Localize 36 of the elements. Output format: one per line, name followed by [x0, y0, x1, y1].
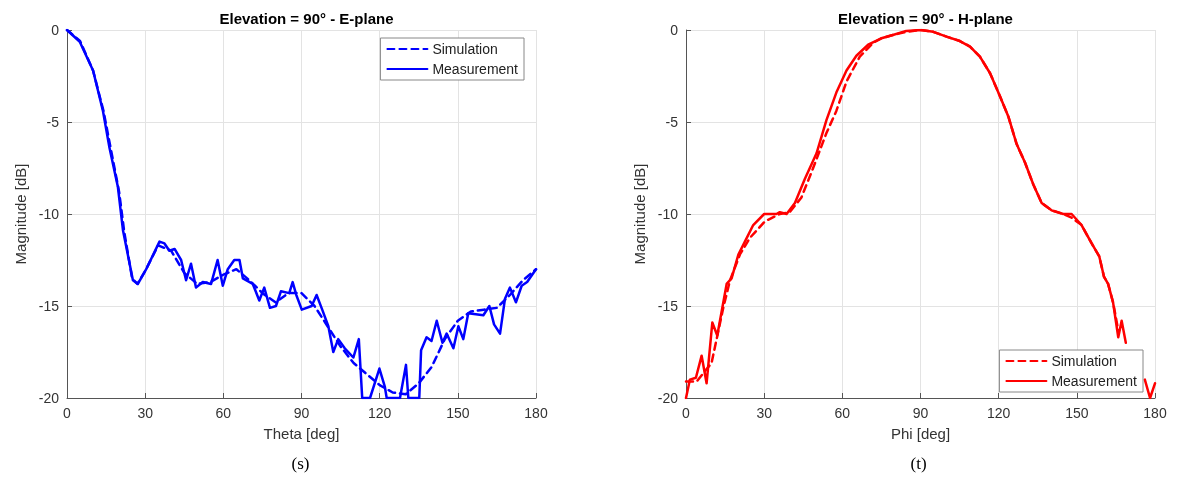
- legend-label: Measurement: [1051, 373, 1138, 389]
- x-tick-label: 30: [137, 405, 154, 421]
- text: (t): [910, 454, 927, 473]
- y-tick-label: -15: [38, 298, 60, 314]
- x-tick-label: 60: [834, 405, 851, 421]
- y-tick-label: -15: [657, 298, 679, 314]
- y-tick-label: 0: [51, 22, 60, 38]
- y-tick-label: -5: [46, 114, 60, 130]
- y-tick-label: -10: [38, 206, 60, 222]
- chart-title: Elevation = 90° - E-plane: [219, 10, 394, 27]
- x-tick-label: 90: [293, 405, 310, 421]
- y-tick-label: -10: [657, 206, 679, 222]
- y-axis-title: Magnitude [dB]: [630, 163, 648, 265]
- x-tick-label: 0: [63, 405, 72, 421]
- text: (s): [291, 454, 310, 473]
- x-tick-label: 0: [682, 405, 691, 421]
- x-tick-label: 60: [215, 405, 232, 421]
- x-tick-label: 120: [367, 405, 392, 421]
- x-axis-title: Phi [deg]: [890, 425, 951, 442]
- y-tick-label: 0: [670, 22, 679, 38]
- legend-label: Simulation: [432, 41, 498, 57]
- x-tick-label: 120: [986, 405, 1011, 421]
- x-tick-label: 150: [446, 405, 470, 421]
- x-tick-label: 90: [912, 405, 929, 421]
- chart-title: Elevation = 90° - H-plane: [838, 10, 1013, 27]
- y-tick-label: -20: [38, 390, 60, 406]
- x-tick-label: 30: [756, 405, 773, 421]
- x-tick-label: 150: [1065, 405, 1089, 421]
- y-tick-label: -20: [657, 390, 679, 406]
- x-tick-label: 180: [1143, 405, 1167, 421]
- legend-label: Measurement: [432, 61, 519, 77]
- y-axis-title: Magnitude [dB]: [11, 163, 29, 265]
- x-tick-label: 180: [524, 405, 548, 421]
- y-tick-label: -5: [665, 114, 679, 130]
- x-axis-title: Theta [deg]: [263, 425, 340, 442]
- legend-label: Simulation: [1051, 353, 1117, 369]
